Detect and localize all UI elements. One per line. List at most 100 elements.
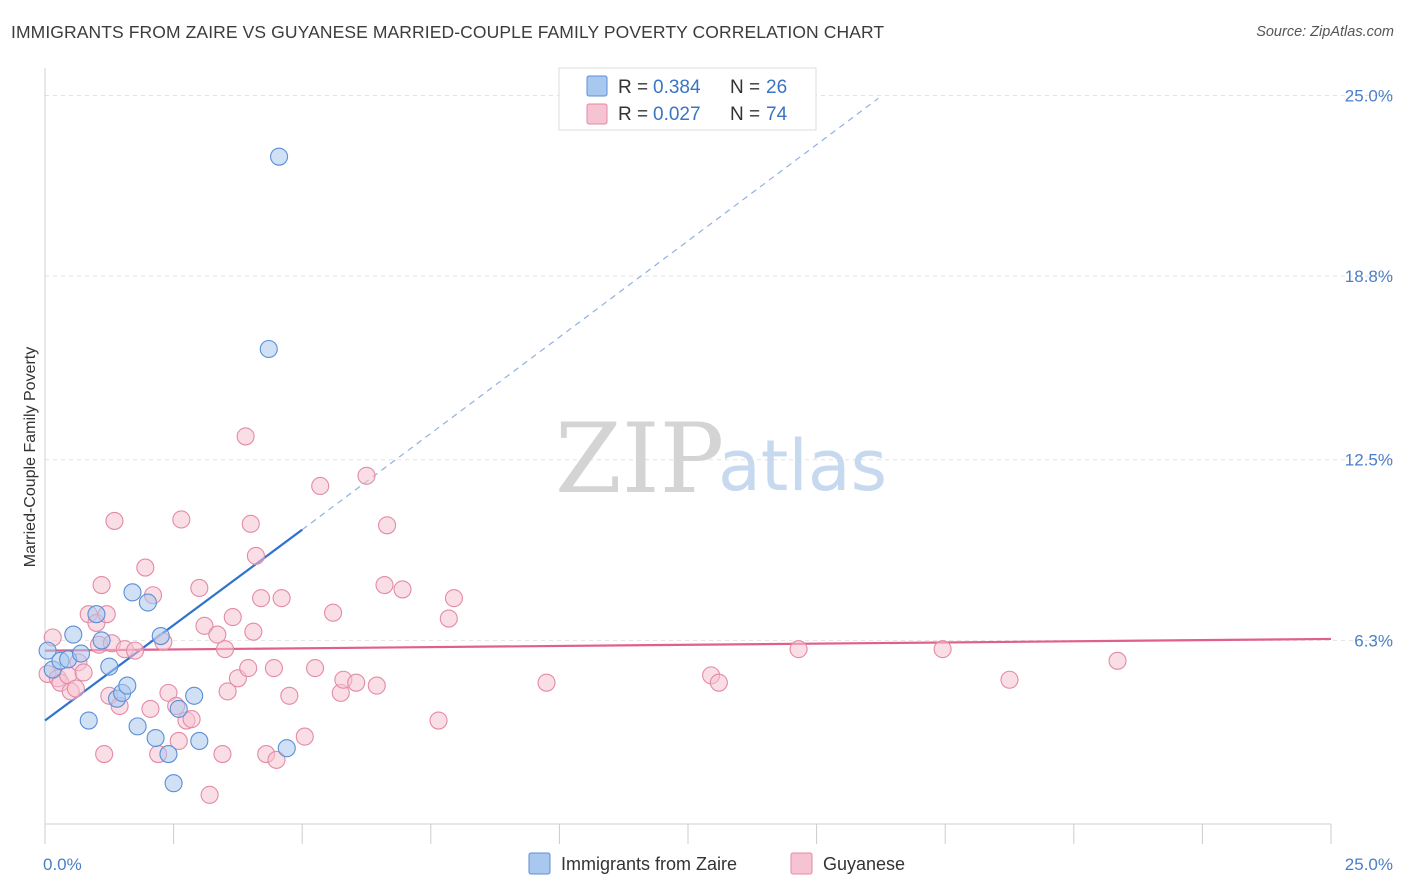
- legend-n-value-zaire: 26: [766, 77, 787, 98]
- point-guyanese-39: [223, 608, 242, 627]
- point-guyanese-38: [218, 682, 237, 701]
- point-zaire-18: [159, 745, 178, 764]
- point-guyanese-63: [393, 580, 412, 599]
- data-points: [38, 147, 1127, 804]
- bottom-legend-label-zaire: Immigrants from Zaire: [561, 854, 737, 874]
- legend-r-label-zaire: R =: [618, 77, 648, 98]
- legend-r-label-guyanese: R =: [618, 104, 648, 125]
- point-guyanese-20: [125, 641, 145, 660]
- point-guyanese-49: [267, 750, 286, 769]
- point-guyanese-66: [444, 589, 463, 608]
- y-tick-label-2: 18.8%: [1345, 267, 1393, 286]
- point-zaire-17: [151, 626, 170, 646]
- point-guyanese-48: [264, 659, 283, 678]
- point-guyanese-42: [239, 659, 258, 678]
- point-guyanese-33: [195, 616, 214, 635]
- y-tick-label-1: 12.5%: [1345, 451, 1393, 470]
- point-guyanese-29: [172, 510, 191, 529]
- point-guyanese-28: [169, 731, 188, 750]
- point-guyanese-35: [208, 625, 227, 644]
- point-guyanese-67: [537, 673, 556, 692]
- point-guyanese-50: [272, 589, 291, 608]
- y-axis-label: Married-Couple Family Poverty: [22, 347, 39, 568]
- point-guyanese-55: [324, 603, 343, 622]
- top-legend: R = 0.384 N = 26 R = 0.027 N = 74: [558, 67, 817, 131]
- point-guyanese-64: [429, 711, 448, 730]
- point-guyanese-34: [200, 785, 219, 804]
- point-guyanese-52: [295, 727, 314, 746]
- point-guyanese-65: [439, 609, 458, 628]
- point-guyanese-13: [95, 745, 114, 764]
- point-zaire-4: [64, 625, 83, 644]
- point-guyanese-54: [311, 476, 330, 496]
- point-zaire-0: [38, 641, 57, 660]
- bottom-legend-label-guyanese: Guyanese: [823, 854, 905, 874]
- y-tick-label-0: 6.3%: [1354, 631, 1393, 650]
- legend-r-value-guyanese: 0.027: [653, 104, 701, 125]
- point-zaire-13: [123, 583, 142, 602]
- point-zaire-24: [270, 147, 289, 166]
- point-guyanese-37: [215, 640, 235, 659]
- point-guyanese-58: [347, 673, 366, 692]
- source-label: Source: ZipAtlas.com: [1256, 24, 1394, 40]
- axes: [44, 68, 1332, 844]
- bottom-legend: Immigrants from Zaire Guyanese: [528, 852, 905, 875]
- point-guyanese-17: [105, 511, 124, 530]
- point-zaire-8: [92, 631, 111, 650]
- bottom-legend-swatch-guyanese: [790, 852, 813, 875]
- point-guyanese-45: [246, 546, 265, 565]
- watermark-zip: ZIP: [555, 403, 724, 515]
- point-guyanese-59: [357, 466, 376, 485]
- point-guyanese-6: [66, 679, 85, 698]
- point-zaire-20: [169, 699, 188, 718]
- point-zaire-25: [277, 739, 296, 758]
- point-zaire-23: [259, 339, 278, 359]
- y-tick-label-3: 25.0%: [1345, 86, 1393, 105]
- x-tick-label-0: 0.0%: [43, 855, 82, 874]
- point-guyanese-21: [136, 558, 155, 577]
- point-guyanese-41: [236, 427, 255, 446]
- point-guyanese-51: [280, 686, 299, 705]
- point-guyanese-61: [375, 575, 394, 595]
- point-zaire-7: [87, 605, 106, 624]
- trend-line-guyanese: [44, 637, 1332, 652]
- point-zaire-15: [138, 593, 157, 612]
- point-zaire-22: [190, 731, 209, 750]
- point-guyanese-71: [933, 640, 952, 659]
- point-guyanese-43: [241, 514, 260, 533]
- point-zaire-16: [146, 728, 165, 748]
- legend-swatch-guyanese: [586, 103, 608, 125]
- point-guyanese-53: [306, 659, 325, 678]
- legend-r-value-zaire: 0.384: [653, 77, 701, 98]
- x-tick-label-1: 25.0%: [1345, 855, 1393, 874]
- point-guyanese-12: [92, 575, 111, 595]
- legend-swatch-zaire: [586, 75, 608, 97]
- point-guyanese-70: [789, 640, 808, 659]
- y-tick-labels: 6.3% 12.5% 18.8% 25.0%: [1345, 86, 1393, 650]
- point-zaire-5: [71, 644, 91, 663]
- legend-n-value-guyanese: 74: [766, 104, 788, 125]
- point-zaire-21: [185, 686, 204, 705]
- point-guyanese-60: [367, 676, 386, 695]
- point-guyanese-22: [141, 699, 160, 718]
- point-guyanese-46: [251, 589, 271, 608]
- point-guyanese-72: [1000, 670, 1019, 689]
- point-zaire-14: [128, 717, 147, 736]
- x-tick-labels: 0.0% 25.0%: [43, 855, 1393, 874]
- legend-n-label-zaire: N =: [730, 77, 760, 98]
- point-zaire-6: [79, 711, 98, 730]
- point-guyanese-73: [1108, 651, 1127, 670]
- point-zaire-9: [100, 657, 119, 676]
- point-guyanese-62: [378, 516, 397, 535]
- point-guyanese-44: [244, 622, 263, 641]
- point-zaire-12: [118, 676, 137, 695]
- legend-n-label-guyanese: N =: [730, 104, 760, 125]
- point-guyanese-31: [182, 710, 201, 729]
- bottom-legend-swatch-zaire: [528, 852, 551, 875]
- point-guyanese-36: [213, 745, 232, 764]
- watermark-atlas: atlas: [718, 425, 887, 507]
- point-guyanese-8: [74, 663, 93, 682]
- point-guyanese-32: [190, 578, 209, 598]
- point-guyanese-69: [709, 673, 728, 692]
